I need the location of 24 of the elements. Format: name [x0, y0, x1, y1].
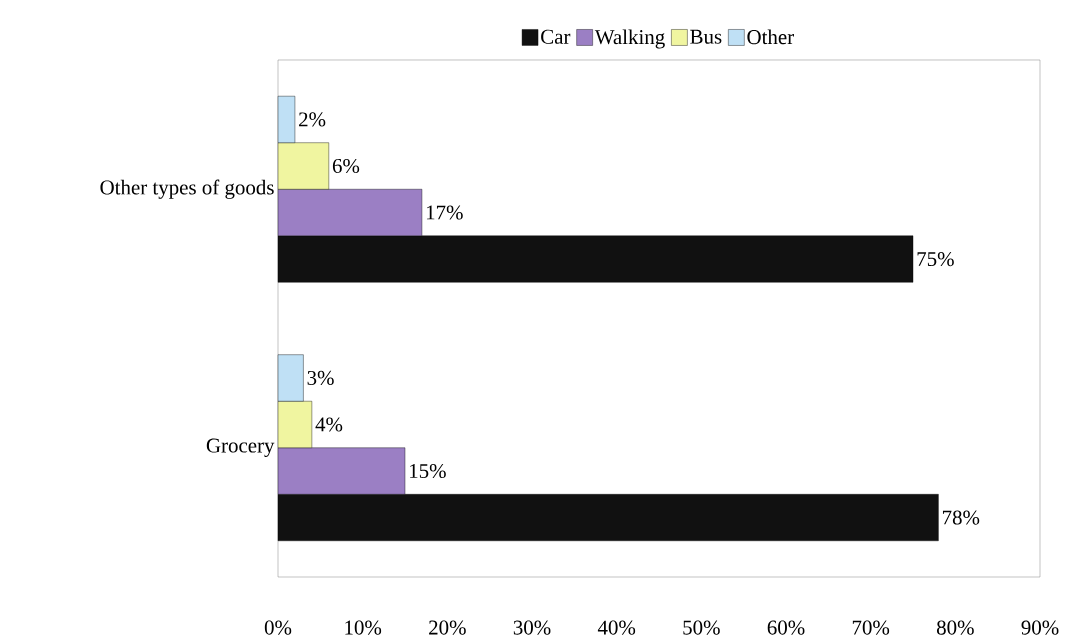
data-label: 78% [942, 510, 980, 525]
data-label: 4% [315, 417, 343, 432]
x-tick-label: 80% [936, 620, 974, 635]
legend-label: Other [747, 29, 794, 45]
x-tick-label: 40% [597, 620, 636, 635]
data-label: 17% [426, 205, 463, 220]
data-label: 6% [332, 158, 360, 174]
data-label: 2% [299, 112, 326, 127]
data-label: 15% [410, 463, 446, 479]
x-tick-label: 30% [513, 620, 551, 635]
legend-label: Walking [594, 29, 665, 49]
data-label: 75% [917, 251, 954, 267]
data-label: 3% [307, 370, 334, 386]
x-tick-label: 60% [767, 620, 805, 635]
x-tick-label: 20% [429, 620, 466, 635]
x-tick-label: 10% [345, 620, 382, 635]
x-tick-label: 70% [852, 620, 890, 635]
x-tick-label: 90% [1021, 620, 1059, 635]
legend-label: Bus [690, 29, 722, 44]
x-tick-label: 0% [264, 620, 292, 635]
y-tick-label: Grocery [206, 438, 275, 457]
legend-label: Car [541, 29, 571, 44]
x-tick-label: 50% [683, 620, 720, 635]
y-tick-label: Other types of goods [100, 179, 274, 199]
